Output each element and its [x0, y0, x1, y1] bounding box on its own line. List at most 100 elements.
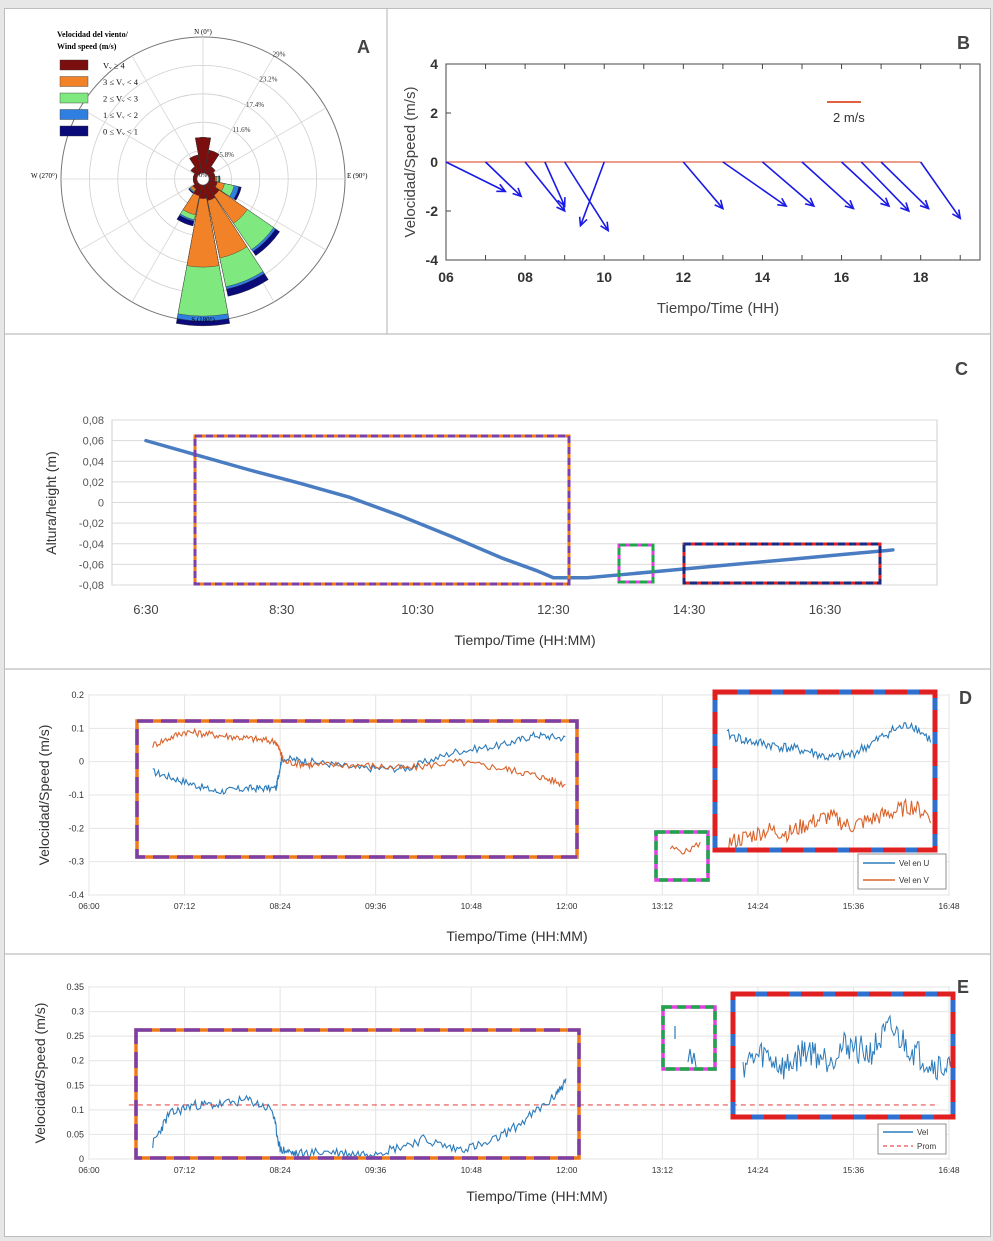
windrose-ring-label: 11.6%: [233, 126, 251, 134]
quiver-arrow: [544, 161, 566, 208]
velocity-legend-box: [857, 853, 947, 890]
height-box-afternoon: [682, 542, 882, 585]
height-x-tick-label: 6:30: [133, 602, 158, 617]
quiver-arrow-shaft: [761, 161, 815, 207]
velocity-box-morning: [135, 719, 579, 859]
quiver-y-tick-label: 0: [430, 154, 438, 170]
height-y-tick-label: 0,04: [83, 456, 104, 468]
speed-x-axis-title: Tiempo/Time (HH:MM): [466, 1188, 607, 1204]
vel-midday-line: [687, 1048, 697, 1068]
quiver-axes: 06 08 10 12 14 16 18 -4 -2 0 2 4: [426, 56, 961, 285]
vel-u-line: [152, 730, 566, 795]
figure-frame: 5.8% 11.6% 17.4% 23.2% 29% Velocidad del vie…: [4, 8, 991, 1237]
speed-box-midday-dash: [661, 1005, 717, 1071]
windrose-bar-segment: [189, 154, 204, 180]
velocity-x-tick-label: 15:36: [843, 901, 865, 911]
windrose-legend-swatch: [59, 59, 89, 71]
quiver-arrow-head: [880, 197, 891, 208]
speed-box-morning-outer: [134, 1028, 581, 1160]
quiver-x-tick-label: 10: [596, 269, 612, 285]
windrose-legend-label: 1 ≤ Vᵥ < 2: [103, 110, 138, 120]
speed-x-tick-label: 08:24: [269, 1165, 291, 1175]
vel-v-inset-line: [726, 797, 932, 853]
quiver-arrow-head: [804, 197, 816, 208]
height-y-tick-label: -0,02: [79, 518, 104, 530]
quiver-arrow: [761, 161, 816, 208]
height-y-tick-label: -0,04: [79, 539, 104, 551]
windrose-legend-label: 2 ≤ Vᵥ < 3: [103, 94, 138, 104]
speed-y-tick-label: 0: [79, 1154, 84, 1164]
speed-x-tick-label: 07:12: [174, 1165, 196, 1175]
quiver-y-tick-label: -2: [426, 203, 439, 219]
figure-canvas: 5.8% 11.6% 17.4% 23.2% 29% Velocidad del vie…: [5, 9, 990, 1204]
quiver-x-tick-label: 06: [438, 269, 454, 285]
quiver-x-tick-label: 14: [755, 269, 771, 285]
quiver-arrow-shaft: [920, 161, 961, 219]
windrose-bar-segment: [186, 178, 220, 268]
quiver-arrow-shaft: [544, 161, 566, 207]
vel-inset-line: [742, 1014, 953, 1081]
speed-x-tick-label: 16:48: [938, 1165, 960, 1175]
windrose-legend-swatch: [59, 76, 89, 87]
panel-label-e: E: [957, 977, 969, 997]
quiver-panel: B 06 08 10 12 14 16 18 -4 -2 0 2 4 2 m/s Tiempo/Tim…: [402, 33, 981, 317]
speed-y-axis-title: Velocidad/Speed (m/s): [32, 1003, 48, 1144]
quiver-arrow-shaft: [485, 161, 522, 197]
windrose-legend-label: 0 ≤ Vᵥ < 1: [103, 127, 138, 137]
quiver-y-tick-label: 4: [430, 56, 438, 72]
windrose-spoke: [79, 107, 204, 180]
velocity-box-afternoon-outer: [712, 689, 938, 853]
quiver-x-tick-label: 18: [913, 269, 929, 285]
direction-south-label: S (180°): [191, 316, 215, 324]
speed-box-midday-outer: [661, 1005, 717, 1071]
quiver-arrow: [722, 161, 788, 208]
windrose-bar-segment: [195, 137, 211, 180]
quiver-arrow-head: [919, 199, 930, 210]
speed-x-tick-label: 15:36: [843, 1165, 865, 1175]
quiver-arrow-shaft: [801, 161, 854, 210]
quiver-x-tick-label: 12: [676, 269, 692, 285]
height-y-tick-label: 0,02: [83, 477, 104, 489]
vel-v-midday-line: [669, 841, 701, 855]
height-box-afternoon-outer: [682, 542, 882, 585]
velocity-x-tick-label: 12:00: [556, 901, 578, 911]
quiver-arrow: [485, 161, 523, 198]
height-panel: C 0,08 0,06 0,04 0,02 0 -0,02 -0,04 -0,06 -0,08 6…: [43, 359, 968, 648]
quiver-arrow-shaft: [524, 161, 566, 212]
quiver-y-axis-title: Velocidad/Speed (m/s): [402, 87, 419, 238]
speed-axes: 0.35 0.3 0.25 0.2 0.15 0.1 0.05 006:00 07:12 08:2…: [66, 982, 959, 1175]
velocity-box-midday-dash: [654, 830, 710, 882]
speed-x-tick-label: 10:48: [461, 1165, 483, 1175]
velocity-box-afternoon: [712, 689, 938, 853]
velocity-x-tick-label: 06:00: [78, 901, 100, 911]
quiver-arrow-head: [578, 216, 588, 228]
legend-label-vel-v: Vel en V: [899, 876, 929, 885]
height-box-morning-dash: [193, 434, 571, 586]
quiver-x-axis-title: Tiempo/Time (HH): [657, 300, 779, 317]
vel-u-inset-line: [726, 721, 932, 762]
panel-label-b: B: [957, 33, 970, 53]
height-x-tick-label: 12:30: [537, 602, 570, 617]
velocity-x-tick-label: 07:12: [174, 901, 196, 911]
speed-plot-area: [88, 986, 950, 1160]
velocity-x-tick-label: 08:24: [269, 901, 291, 911]
velocity-y-tick-label: 0: [79, 757, 84, 767]
velocity-box-midday-outer: [654, 830, 710, 882]
speed-y-tick-label: 0.25: [66, 1031, 84, 1041]
height-box-midday-outer: [617, 543, 655, 584]
quiver-arrow-shaft: [880, 161, 930, 210]
legend-label-prom: Prom: [917, 1142, 936, 1151]
direction-east-label: E (90°): [347, 172, 368, 180]
velocity-x-axis-title: Tiempo/Time (HH:MM): [446, 928, 587, 944]
windrose-spoke: [202, 107, 327, 180]
quiver-arrow-head: [600, 221, 610, 233]
velocity-x-tick-label: 16:48: [938, 901, 960, 911]
quiver-scale-label: 2 m/s: [833, 110, 865, 125]
windrose-bar-segment: [202, 150, 220, 180]
quiver-x-tick-label: 16: [834, 269, 850, 285]
speed-x-tick-label: 09:36: [365, 1165, 387, 1175]
panel-label-c: C: [955, 359, 968, 379]
speed-x-tick-label: 12:00: [556, 1165, 578, 1175]
panel-label-a: A: [357, 37, 370, 57]
quiver-arrow-shaft: [860, 161, 910, 212]
